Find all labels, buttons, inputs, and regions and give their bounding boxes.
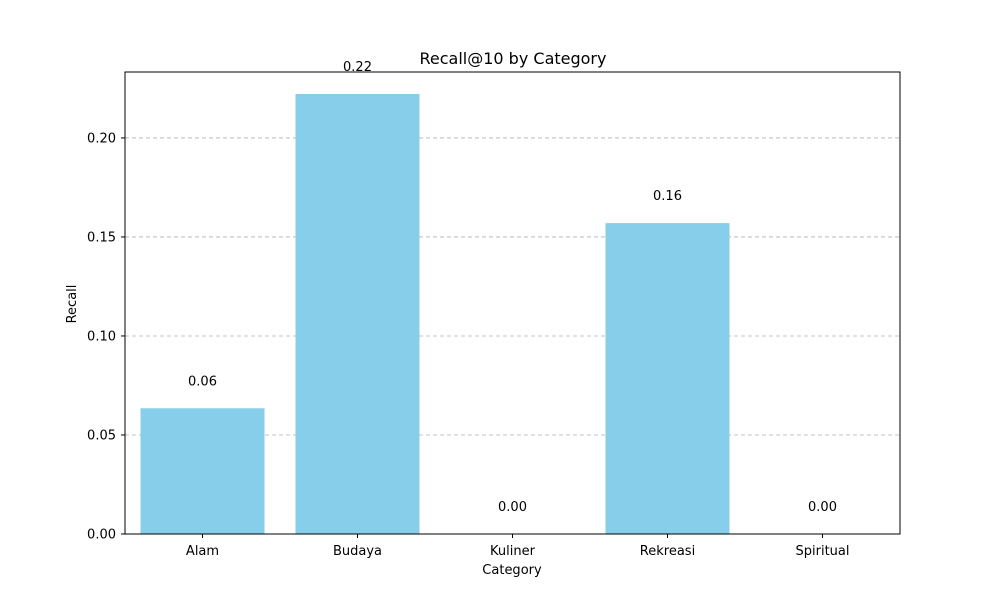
x-axis-label: Category: [482, 563, 542, 578]
value-label-budaya: 0.22: [343, 60, 372, 75]
bar-rekreasi: [605, 223, 730, 534]
value-label-spiritual: 0.00: [808, 500, 837, 515]
x-tick-label-spiritual: Spiritual: [796, 544, 850, 559]
value-label-kuliner: 0.00: [498, 500, 527, 515]
x-axis-ticks: Alam Budaya Kuliner Rekreasi Spiritual: [186, 534, 850, 559]
x-tick-label-rekreasi: Rekreasi: [640, 544, 695, 559]
x-tick-label-alam: Alam: [186, 544, 219, 559]
bar-budaya: [295, 93, 420, 534]
bars: [140, 93, 730, 534]
y-tick-label: 0.10: [87, 329, 116, 344]
y-tick-label: 0.05: [87, 428, 116, 443]
bar-alam: [140, 408, 265, 534]
chart-title: Recall@10 by Category: [420, 49, 607, 68]
y-tick-label: 0.15: [87, 230, 116, 245]
y-tick-label: 0.00: [87, 528, 116, 543]
grid-lines: [125, 137, 900, 436]
x-tick-label-kuliner: Kuliner: [490, 544, 536, 559]
y-axis-ticks: 0.00 0.05 0.10 0.15 0.20: [87, 131, 125, 543]
y-tick-label: 0.20: [87, 131, 116, 146]
value-label-alam: 0.06: [188, 374, 217, 389]
value-label-rekreasi: 0.16: [653, 189, 682, 204]
value-labels: 0.06 0.22 0.00 0.16 0.00: [188, 60, 837, 515]
x-tick-label-budaya: Budaya: [333, 544, 382, 559]
y-axis-label: Recall: [65, 285, 80, 324]
